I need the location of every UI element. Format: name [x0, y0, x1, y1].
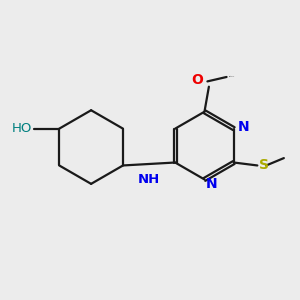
Text: NH: NH — [138, 173, 160, 186]
Text: methoxy: methoxy — [229, 76, 235, 77]
Text: HO: HO — [11, 122, 32, 135]
Text: S: S — [259, 158, 269, 172]
Text: N: N — [237, 120, 249, 134]
Text: O: O — [192, 73, 204, 87]
Text: N: N — [206, 177, 218, 191]
